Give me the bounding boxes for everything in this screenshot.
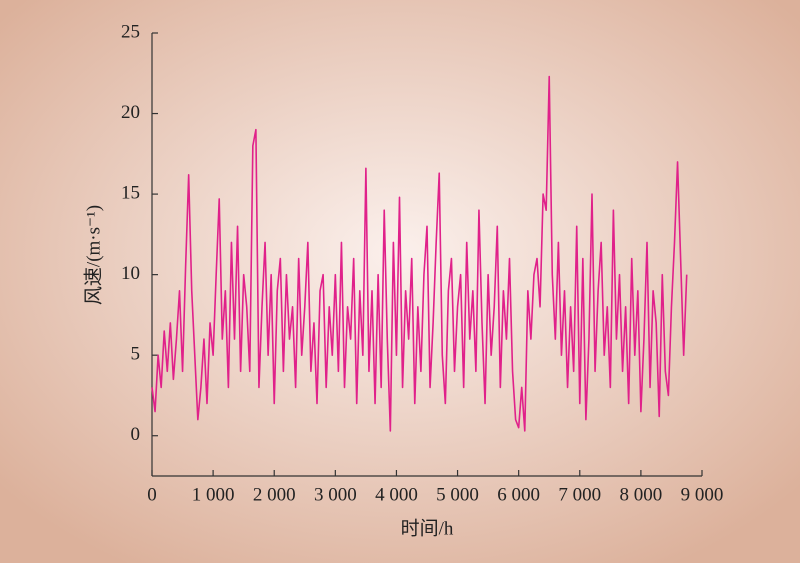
y-tick-label: 10: [121, 263, 140, 284]
x-tick-label: 7 000: [558, 484, 601, 505]
x-tick-label: 0: [147, 484, 157, 505]
x-tick-label: 5 000: [436, 484, 479, 505]
x-tick-label: 6 000: [497, 484, 540, 505]
x-tick-label: 4 000: [375, 484, 418, 505]
x-tick-label: 3 000: [314, 484, 357, 505]
x-tick-label: 8 000: [620, 484, 663, 505]
x-tick-label: 1 000: [192, 484, 235, 505]
x-axis-label: 时间/h: [401, 517, 454, 539]
y-tick-label: 0: [131, 424, 141, 445]
x-tick-label: 9 000: [681, 484, 724, 505]
line-series: [151, 75, 688, 432]
x-tick-label: 2 000: [253, 484, 296, 505]
y-tick-label: 5: [131, 344, 141, 365]
y-axis-label: 风速/(m·s⁻¹): [82, 205, 104, 305]
y-tick-label: 25: [121, 21, 140, 42]
y-tick-label: 20: [121, 102, 140, 123]
y-tick-label: 15: [121, 182, 140, 203]
